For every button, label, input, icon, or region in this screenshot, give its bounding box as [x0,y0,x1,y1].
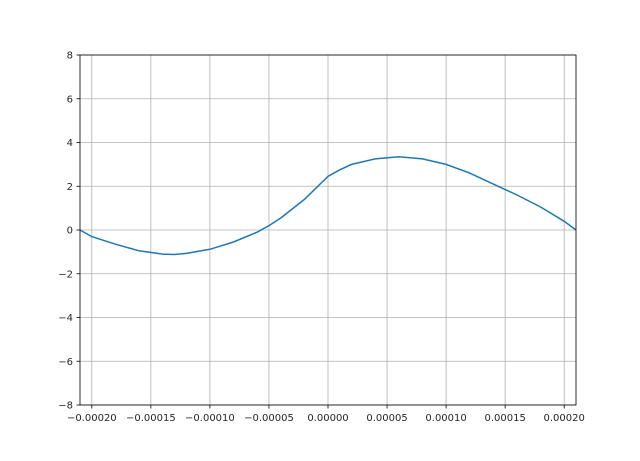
y-tick-label: 6 [67,94,73,105]
y-tick-label: −2 [58,269,73,280]
x-tick-label: −0.00010 [185,413,235,424]
y-tick-label: −8 [58,401,73,412]
y-tick-label: −6 [58,357,73,368]
axes-frame [79,54,577,406]
x-tick-label: 0.00005 [366,413,407,424]
y-tick-label: 2 [67,182,73,193]
x-tick-label: 0.00015 [484,413,525,424]
y-tick-label: 0 [67,226,73,237]
y-tick-label: 4 [67,138,73,149]
x-tick-label: −0.00015 [126,413,176,424]
x-tick-label: 0.00020 [544,413,585,424]
x-tick-label: −0.00020 [67,413,117,424]
y-tick-label: 8 [67,51,73,62]
x-tick-label: −0.00005 [244,413,294,424]
x-tick-label: 0.00000 [307,413,348,424]
x-tick-label: 0.00010 [425,413,466,424]
series-line [79,155,577,256]
y-tick-label: −4 [58,313,73,324]
